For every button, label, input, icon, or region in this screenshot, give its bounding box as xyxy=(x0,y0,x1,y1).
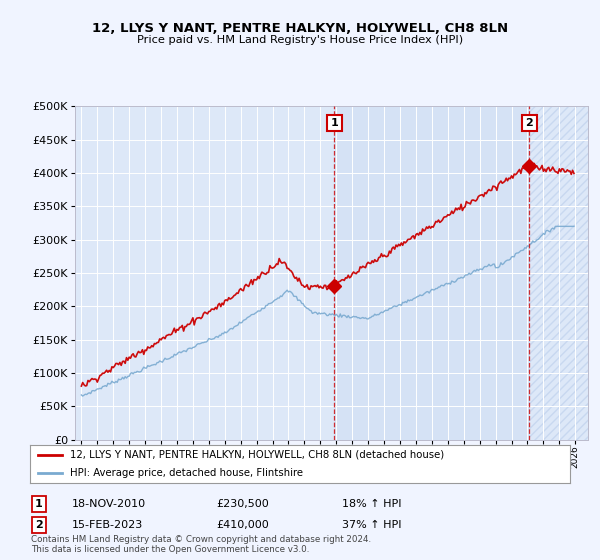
Text: 1: 1 xyxy=(35,499,43,509)
Text: 15-FEB-2023: 15-FEB-2023 xyxy=(72,520,143,530)
Bar xyxy=(334,106,529,440)
Text: Price paid vs. HM Land Registry's House Price Index (HPI): Price paid vs. HM Land Registry's House … xyxy=(137,35,463,45)
Text: 12, LLYS Y NANT, PENTRE HALKYN, HOLYWELL, CH8 8LN (detached house): 12, LLYS Y NANT, PENTRE HALKYN, HOLYWELL… xyxy=(71,450,445,460)
Text: HPI: Average price, detached house, Flintshire: HPI: Average price, detached house, Flin… xyxy=(71,468,304,478)
Bar xyxy=(529,106,591,440)
Text: 18-NOV-2010: 18-NOV-2010 xyxy=(72,499,146,509)
Text: 2: 2 xyxy=(526,118,533,128)
Bar xyxy=(529,106,591,440)
Text: 2: 2 xyxy=(35,520,43,530)
Text: £410,000: £410,000 xyxy=(216,520,269,530)
Text: 37% ↑ HPI: 37% ↑ HPI xyxy=(342,520,401,530)
Text: Contains HM Land Registry data © Crown copyright and database right 2024.
This d: Contains HM Land Registry data © Crown c… xyxy=(31,535,371,554)
Text: 1: 1 xyxy=(331,118,338,128)
Text: 18% ↑ HPI: 18% ↑ HPI xyxy=(342,499,401,509)
Text: £230,500: £230,500 xyxy=(216,499,269,509)
Text: 12, LLYS Y NANT, PENTRE HALKYN, HOLYWELL, CH8 8LN: 12, LLYS Y NANT, PENTRE HALKYN, HOLYWELL… xyxy=(92,22,508,35)
